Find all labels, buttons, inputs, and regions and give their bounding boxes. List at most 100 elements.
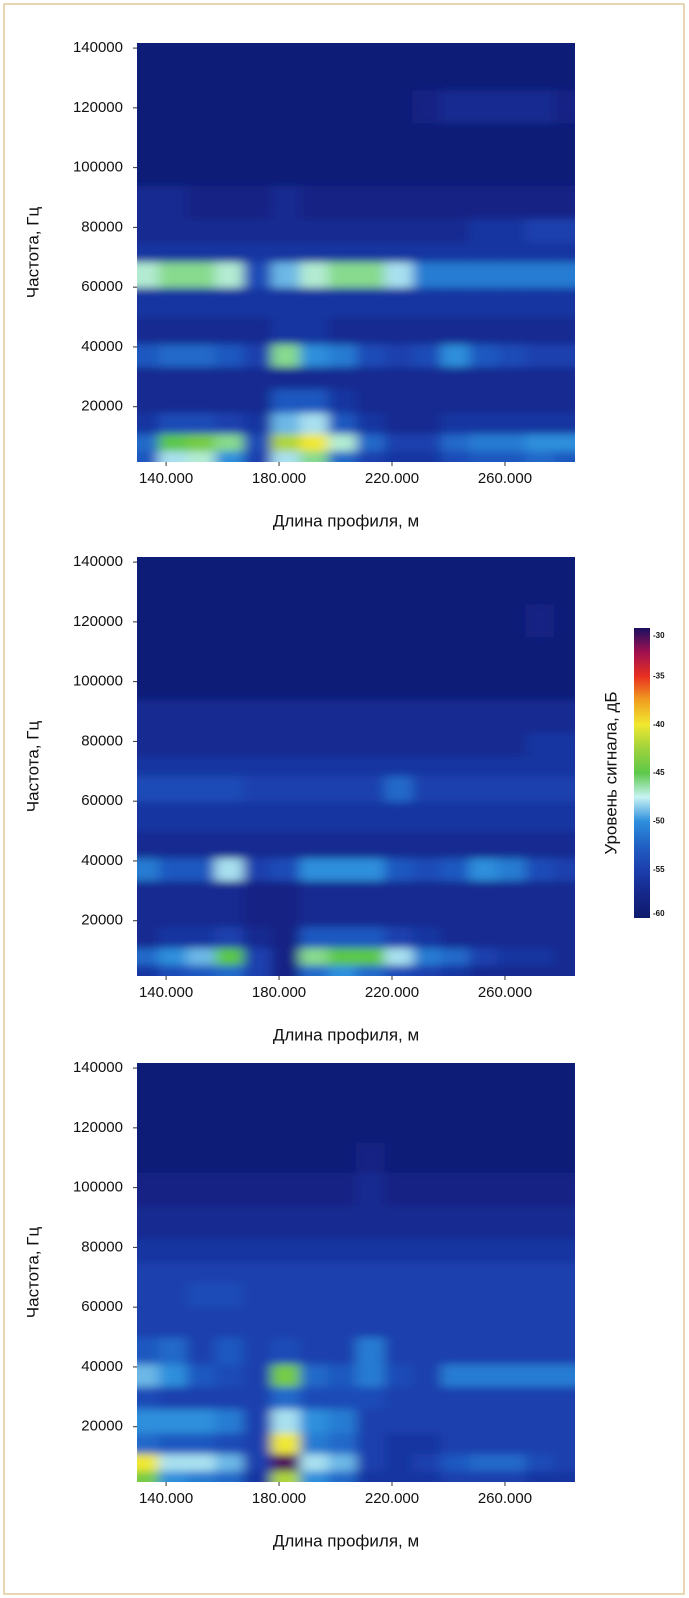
- heat-cell: [299, 636, 329, 668]
- heat-cell: [137, 450, 160, 462]
- heat-cell: [356, 43, 386, 91]
- heat-cell: [356, 241, 386, 263]
- heat-cell: [469, 1109, 499, 1144]
- heat-cell: [271, 1063, 301, 1111]
- heat-cell: [186, 902, 217, 928]
- heat-cell: [186, 1336, 217, 1365]
- heat-cell: [384, 1281, 414, 1308]
- heat-cell: [384, 365, 414, 390]
- heat-cell: [243, 1109, 273, 1144]
- heat-cell: [553, 89, 575, 124]
- heat-cell: [356, 800, 386, 832]
- heat-cell: [412, 1306, 442, 1338]
- x-tick-label: 220.000: [365, 984, 419, 1001]
- heat-cell: [440, 879, 471, 904]
- heat-cell: [327, 261, 358, 288]
- heat-cell: [243, 1336, 273, 1365]
- heat-cell: [137, 800, 160, 832]
- heat-cell: [243, 286, 273, 318]
- heat-cell: [497, 365, 527, 390]
- heat-cell: [299, 1142, 329, 1174]
- heat-cell: [186, 1109, 217, 1144]
- heat-cell: [497, 830, 527, 859]
- heat-cell: [327, 857, 358, 881]
- heat-cell: [137, 947, 160, 966]
- x-tick-label: 180.000: [252, 984, 306, 1001]
- heat-cell: [137, 1336, 160, 1365]
- heat-cell: [137, 316, 160, 345]
- heat-cell: [469, 241, 499, 263]
- heat-cell: [158, 217, 188, 243]
- y-tick-label: 60000: [81, 792, 123, 809]
- heat-cell: [356, 1432, 386, 1455]
- heat-cell: [158, 89, 188, 124]
- heat-cell: [271, 755, 301, 777]
- heat-cell: [497, 666, 527, 701]
- heat-cell: [137, 902, 160, 928]
- heat-cell: [412, 1261, 442, 1283]
- heat-cell: [525, 365, 555, 390]
- heat-cell: [440, 857, 471, 881]
- heat-cell: [215, 879, 245, 904]
- heat-cell: [469, 1237, 499, 1263]
- heat-cell: [384, 902, 414, 928]
- heat-cell: [158, 947, 188, 966]
- heat-cell: [158, 1109, 188, 1144]
- heat-cell: [158, 241, 188, 263]
- heat-cell: [299, 241, 329, 263]
- heat-cell: [356, 1363, 386, 1387]
- heat-cell: [271, 1306, 301, 1338]
- heat-cell: [158, 902, 188, 928]
- heat-cell: [186, 1142, 217, 1174]
- heat-cell: [243, 800, 273, 832]
- heat-cell: [158, 1408, 188, 1434]
- heat-cell: [158, 926, 188, 949]
- heat-cell: [215, 1063, 245, 1111]
- heat-cell: [553, 926, 575, 949]
- y-tick-label: 40000: [81, 852, 123, 869]
- heat-cell: [384, 241, 414, 263]
- heat-cell: [356, 122, 386, 154]
- heat-cell: [412, 557, 442, 605]
- heat-cell: [299, 1385, 329, 1410]
- heat-cell: [384, 800, 414, 832]
- y-tick-label: 100000: [73, 1179, 123, 1196]
- heat-cell: [356, 879, 386, 904]
- heat-cell: [469, 1281, 499, 1308]
- heat-cell: [327, 775, 358, 802]
- heat-cell: [158, 1453, 188, 1472]
- heat-cell: [469, 830, 499, 859]
- heat-cell: [497, 964, 527, 976]
- y-tick-label: 80000: [81, 218, 123, 235]
- heat-cell: [412, 775, 442, 802]
- heat-cell: [327, 1306, 358, 1338]
- heat-cell: [469, 857, 499, 881]
- heat-cell: [469, 1385, 499, 1410]
- heat-cell: [271, 731, 301, 757]
- heat-cell: [299, 830, 329, 859]
- heat-cell: [271, 1205, 301, 1239]
- heat-cell: [497, 43, 527, 91]
- colorbar-label: Уровень сигнала, дБ: [601, 691, 620, 854]
- x-tick-label: 180.000: [252, 470, 306, 487]
- heat-cell: [469, 1063, 499, 1111]
- heat-cell: [158, 185, 188, 219]
- heat-cell: [469, 412, 499, 435]
- heat-cell: [215, 217, 245, 243]
- heat-cell: [440, 603, 471, 638]
- heat-cell: [243, 857, 273, 881]
- heat-cell: [327, 412, 358, 435]
- heat-cell: [137, 857, 160, 881]
- heat-cell: [553, 1237, 575, 1263]
- heat-cell: [440, 241, 471, 263]
- frame: [3, 3, 685, 1595]
- heat-cell: [137, 830, 160, 859]
- heat-cell: [440, 152, 471, 187]
- heat-cell: [158, 316, 188, 345]
- heat-cell: [356, 1172, 386, 1207]
- heat-cell: [243, 343, 273, 367]
- heat-cell: [215, 857, 245, 881]
- heat-cell: [412, 316, 442, 345]
- heat-cell: [299, 1336, 329, 1365]
- heat-cell: [271, 800, 301, 832]
